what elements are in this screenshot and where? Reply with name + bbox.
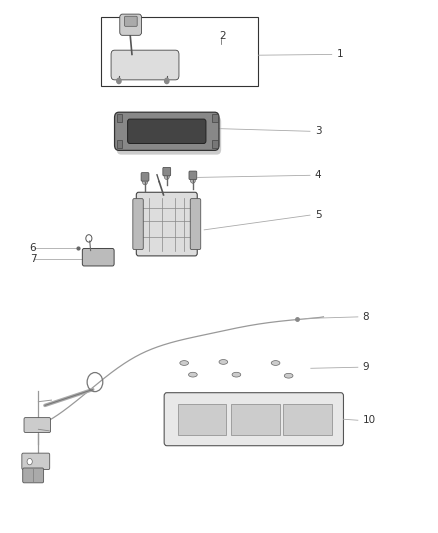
Circle shape	[142, 179, 148, 185]
FancyBboxPatch shape	[23, 468, 44, 483]
Text: 10: 10	[363, 415, 376, 425]
Bar	[178, 404, 226, 434]
Text: 8: 8	[363, 312, 369, 322]
Circle shape	[165, 78, 169, 84]
FancyBboxPatch shape	[141, 173, 149, 181]
Ellipse shape	[180, 361, 188, 366]
FancyBboxPatch shape	[127, 119, 206, 143]
FancyBboxPatch shape	[120, 14, 141, 35]
Circle shape	[190, 177, 195, 183]
Bar	[117, 114, 122, 122]
FancyBboxPatch shape	[117, 116, 221, 155]
FancyBboxPatch shape	[164, 393, 343, 446]
Circle shape	[164, 173, 170, 180]
Ellipse shape	[232, 372, 241, 377]
Text: 9: 9	[363, 362, 369, 372]
Text: 4: 4	[315, 171, 321, 180]
Text: 3: 3	[315, 126, 321, 136]
FancyBboxPatch shape	[22, 453, 49, 470]
FancyBboxPatch shape	[133, 199, 143, 249]
Text: 7: 7	[30, 254, 36, 263]
Circle shape	[117, 78, 121, 84]
Bar	[117, 140, 122, 148]
Circle shape	[27, 458, 32, 465]
Text: 2: 2	[219, 31, 226, 41]
FancyBboxPatch shape	[115, 112, 219, 150]
Text: 6: 6	[30, 243, 36, 253]
FancyBboxPatch shape	[190, 199, 201, 249]
Text: 5: 5	[315, 210, 321, 220]
FancyBboxPatch shape	[163, 167, 171, 176]
Ellipse shape	[219, 360, 228, 365]
Ellipse shape	[271, 361, 280, 366]
FancyBboxPatch shape	[124, 16, 137, 26]
Bar	[231, 404, 280, 434]
Bar	[102, 17, 258, 86]
FancyBboxPatch shape	[82, 248, 114, 266]
Bar	[212, 140, 218, 148]
Bar	[283, 404, 332, 434]
Ellipse shape	[188, 372, 197, 377]
FancyBboxPatch shape	[111, 50, 179, 80]
FancyBboxPatch shape	[24, 418, 50, 432]
Text: 1: 1	[336, 50, 343, 59]
FancyBboxPatch shape	[189, 171, 197, 180]
FancyBboxPatch shape	[136, 192, 197, 256]
Ellipse shape	[284, 373, 293, 378]
Bar	[212, 114, 218, 122]
